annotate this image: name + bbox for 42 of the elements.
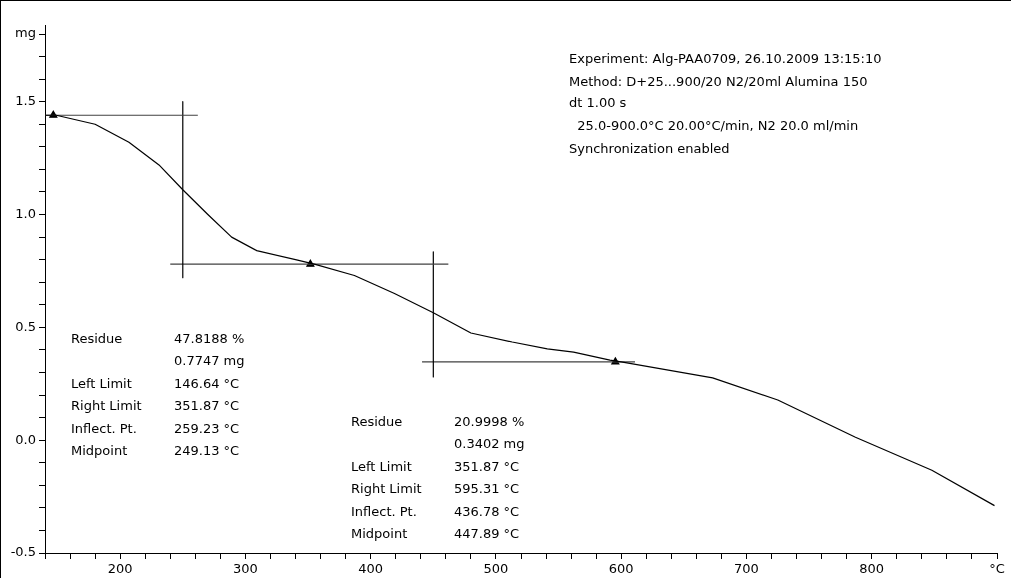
annotation: 0.3402 mg [454, 436, 525, 452]
annotation: 259.23 °C [174, 420, 240, 436]
annotation: Experiment: Alg-PAA0709, 26.10.2009 13:15:10 [569, 51, 882, 66]
annotation: Residue [351, 414, 403, 429]
annotation: Midpoint [351, 526, 408, 541]
x-tick-label: 800 [859, 561, 885, 577]
annotation: Right Limit [351, 481, 422, 497]
y-tick-label: mg [15, 25, 36, 41]
annotation: 20.9998 % [454, 414, 525, 429]
annotation: Right Limit [71, 398, 142, 414]
annotation: Left Limit [71, 375, 132, 391]
x-tick-label: 300 [233, 561, 258, 577]
annotation: 0.7747 mg [174, 353, 245, 369]
annotation: 25.0-900.0°C 20.00°C/min, N2 20.0 ml/min [576, 118, 859, 133]
x-tick-label: 600 [608, 561, 634, 577]
y-tick-label: 0.5 [15, 318, 36, 334]
y-tick-label: 1.0 [15, 205, 36, 221]
annotation: Synchronization enabled [569, 141, 730, 156]
point [49, 110, 58, 118]
annotation: 351.87 °C [454, 458, 520, 474]
annotation: 436.78 °C [454, 503, 520, 519]
y-tick-label: 0.0 [15, 431, 36, 447]
x-tick-label: 700 [734, 561, 759, 577]
x-tick-label: °C [989, 561, 1005, 577]
y-tick-label: 1.5 [15, 93, 36, 109]
annotation: 447.89 °C [454, 526, 520, 541]
annotation: Residue [71, 331, 123, 346]
annotation: Inflect. Pt. [351, 503, 417, 519]
annotation: Method: D+25...900/20 N2/20ml Alumina 150 [569, 74, 868, 89]
x-tick-label: 200 [107, 561, 133, 577]
annotation: 249.13 °C [174, 443, 240, 458]
annotation: 351.87 °C [174, 398, 240, 414]
x-tick-label: 400 [358, 561, 384, 577]
annotation: Left Limit [351, 458, 412, 474]
x-tick-label: 500 [483, 561, 509, 577]
annotation: 146.64 °C [174, 375, 240, 391]
annotation: Inflect. Pt. [71, 420, 137, 436]
annotation: Midpoint [71, 443, 128, 458]
annotation: dt 1.00 s [569, 95, 627, 110]
annotation: 595.31 °C [454, 481, 520, 497]
annotation: 47.8188 % [174, 331, 245, 346]
y-tick-label: -0.5 [10, 544, 36, 560]
